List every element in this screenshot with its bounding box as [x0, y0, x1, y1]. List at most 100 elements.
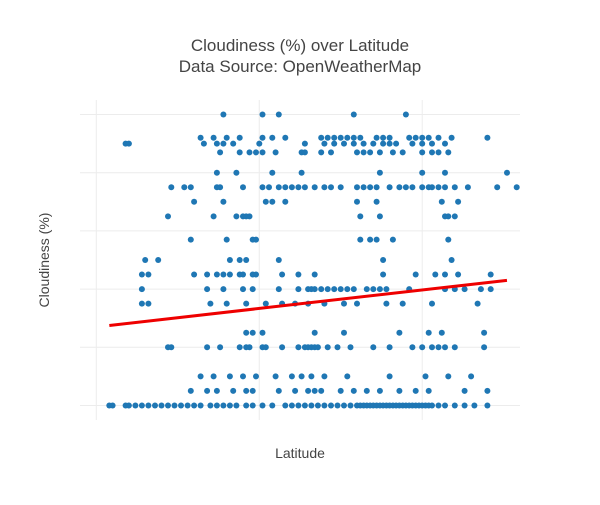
- data-point: [145, 402, 152, 409]
- data-point: [360, 184, 367, 191]
- data-point: [318, 387, 325, 394]
- data-point: [233, 402, 240, 409]
- data-point: [334, 344, 341, 351]
- data-point: [432, 271, 439, 278]
- data-point: [386, 344, 393, 351]
- data-point: [429, 300, 435, 307]
- data-point: [442, 169, 448, 176]
- data-point: [220, 198, 227, 205]
- data-point: [282, 184, 289, 191]
- chart-title: Cloudiness (%) over Latitude: [191, 36, 409, 55]
- data-point: [246, 213, 253, 220]
- data-point: [422, 373, 429, 380]
- data-point: [223, 134, 230, 141]
- data-point: [425, 134, 432, 141]
- data-point: [442, 140, 448, 147]
- data-point: [337, 134, 344, 141]
- data-point: [295, 184, 302, 191]
- data-point: [282, 198, 289, 205]
- data-point: [328, 402, 334, 409]
- data-point: [223, 300, 230, 307]
- data-point: [204, 344, 211, 351]
- data-point: [207, 402, 214, 409]
- data-point: [249, 402, 256, 409]
- data-point: [259, 402, 266, 409]
- data-point: [357, 213, 364, 220]
- data-point: [220, 140, 227, 147]
- data-point: [445, 213, 452, 220]
- data-point: [383, 300, 390, 307]
- data-point: [230, 140, 237, 147]
- data-point: [484, 134, 491, 141]
- data-point: [419, 140, 426, 147]
- data-point: [321, 140, 328, 147]
- data-point: [207, 300, 214, 307]
- data-point: [132, 402, 139, 409]
- data-point: [376, 169, 383, 176]
- data-point: [451, 184, 458, 191]
- data-point: [396, 329, 403, 336]
- data-point: [236, 344, 243, 351]
- data-point: [429, 344, 435, 351]
- data-point: [380, 257, 387, 263]
- data-point: [350, 286, 357, 293]
- data-point: [191, 271, 198, 278]
- data-point: [243, 300, 250, 307]
- data-point: [311, 387, 318, 394]
- data-point: [256, 140, 263, 147]
- data-point: [217, 184, 224, 191]
- data-point: [240, 286, 246, 293]
- data-point: [210, 373, 217, 380]
- data-point: [464, 184, 471, 191]
- data-point: [226, 402, 233, 409]
- data-point: [259, 149, 266, 156]
- data-point: [204, 271, 211, 278]
- data-point: [240, 271, 246, 278]
- data-point: [442, 402, 448, 409]
- data-point: [191, 198, 198, 205]
- data-point: [487, 286, 494, 293]
- data-point: [429, 184, 435, 191]
- data-point: [324, 286, 331, 293]
- data-point: [314, 344, 321, 351]
- data-point: [220, 286, 227, 293]
- data-point: [337, 286, 344, 293]
- data-point: [213, 140, 220, 147]
- data-point: [314, 402, 321, 409]
- data-point: [246, 149, 253, 156]
- regression-line: [109, 278, 508, 327]
- data-point: [275, 111, 282, 118]
- data-point: [279, 271, 286, 278]
- data-point: [321, 373, 328, 380]
- data-point: [226, 373, 233, 380]
- data-point: [341, 329, 347, 336]
- data-point: [197, 373, 204, 380]
- data-point: [376, 213, 383, 220]
- data-point: [435, 402, 442, 409]
- data-point: [363, 387, 370, 394]
- data-point: [367, 236, 374, 243]
- data-point: [360, 149, 367, 156]
- data-point: [138, 300, 145, 307]
- data-point: [138, 286, 145, 293]
- data-point: [513, 184, 520, 191]
- data-point: [233, 213, 240, 220]
- data-point: [187, 236, 194, 243]
- data-point: [269, 198, 276, 205]
- data-point: [240, 184, 246, 191]
- data-point: [249, 387, 256, 394]
- data-point: [210, 134, 217, 141]
- data-point: [295, 402, 302, 409]
- data-point: [419, 184, 426, 191]
- data-point: [380, 134, 387, 141]
- data-point: [259, 134, 266, 141]
- data-point: [243, 257, 250, 263]
- data-point: [269, 169, 276, 176]
- data-point: [429, 140, 435, 147]
- data-point: [152, 402, 158, 409]
- data-point: [217, 149, 224, 156]
- data-point: [445, 236, 452, 243]
- data-point: [376, 286, 383, 293]
- data-point: [282, 402, 289, 409]
- data-point: [318, 286, 325, 293]
